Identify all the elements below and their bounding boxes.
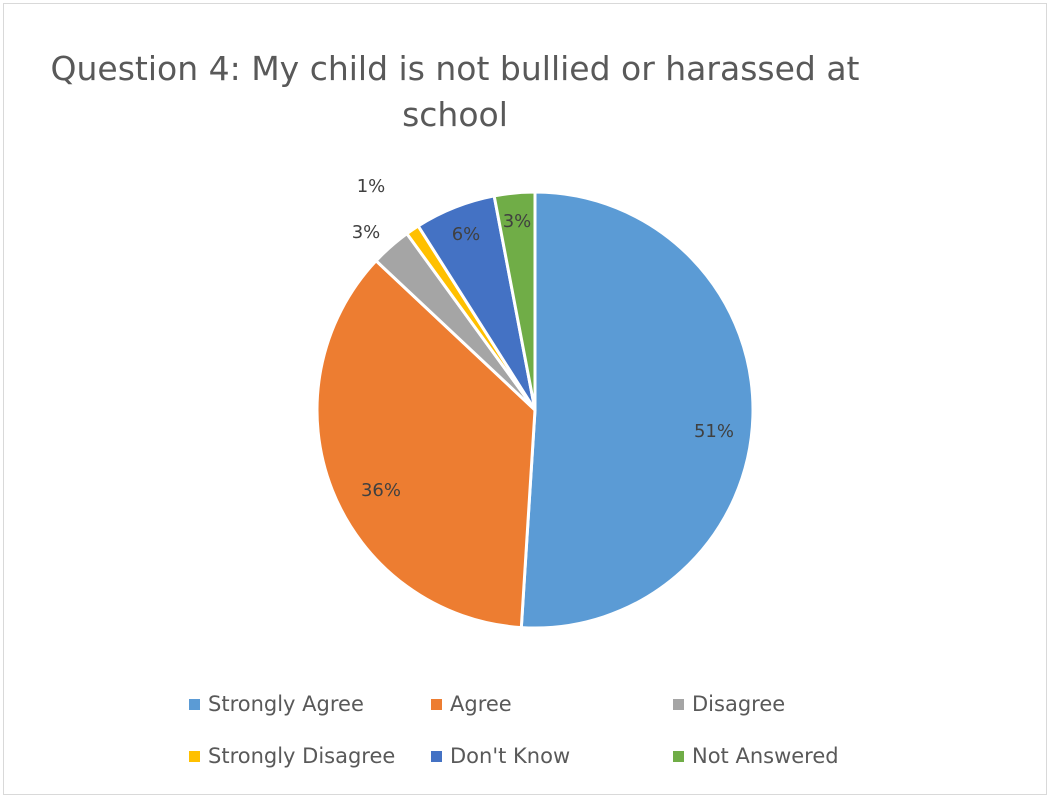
data-label-strongly-disagree: 1%	[357, 176, 386, 197]
chart-title: Question 4: My child is not bullied or h…	[50, 49, 860, 134]
data-label-strongly-agree: 51%	[694, 421, 734, 442]
pie-slice-strongly-agree	[519, 190, 755, 630]
data-label-disagree: 3%	[352, 222, 381, 243]
data-label-not-answered: 3%	[503, 211, 532, 232]
data-label-agree: 36%	[361, 480, 401, 501]
pie-slice-agree	[315, 259, 537, 630]
data-label-don-t-know: 6%	[452, 224, 481, 245]
pie-slice-not-answered	[492, 190, 537, 412]
